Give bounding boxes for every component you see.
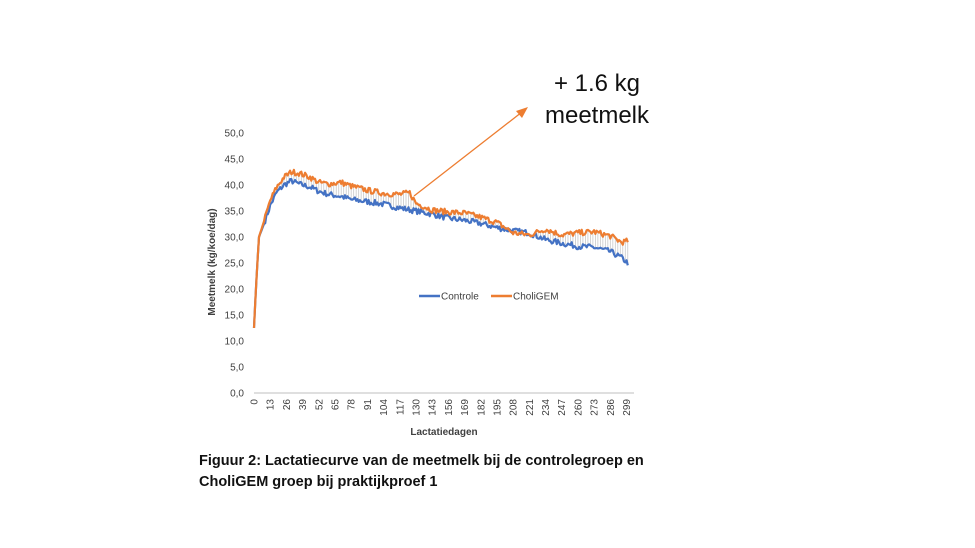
y-tick-label: 40,0 [225, 181, 245, 192]
x-tick-label: 221 [525, 399, 536, 416]
x-tick-label: 260 [573, 399, 584, 416]
x-tick-label: 286 [606, 399, 617, 416]
x-tick-label: 234 [541, 399, 552, 416]
y-tick-label: 5,0 [230, 363, 244, 374]
annotation-text: + 1.6 kg meetmelk [512, 68, 682, 133]
legend-label: Controle [441, 292, 479, 303]
x-tick-label: 195 [492, 399, 503, 416]
y-tick-label: 15,0 [225, 311, 245, 322]
x-tick-label: 299 [622, 399, 633, 416]
series-line-controle [252, 178, 629, 329]
y-tick-label: 10,0 [225, 337, 245, 348]
difference-band [266, 169, 629, 266]
y-tick-label: 20,0 [225, 285, 245, 296]
x-axis-title: Lactatiedagen [410, 427, 477, 438]
y-tick-label: 0,0 [230, 389, 244, 400]
x-tick-label: 208 [509, 399, 520, 416]
y-tick-label: 25,0 [225, 259, 245, 270]
x-tick-label: 130 [411, 399, 422, 416]
series-lines [252, 168, 629, 329]
x-tick-label: 91 [363, 399, 374, 411]
x-axis-ticks: 0 13 26 39 52 65 78 91 104 117 130 143 156 169 182 195 2… [250, 399, 634, 416]
x-tick-label: 0 [250, 399, 261, 405]
annotation-line-1: + 1.6 kg [553, 70, 641, 97]
x-tick-label: 273 [590, 399, 601, 416]
x-tick-label: 52 [314, 399, 325, 411]
x-tick-label: 39 [298, 399, 309, 411]
y-axis-ticks: 0,0 5,0 10,0 15,0 20,0 25,0 30,0 35,0 40,0 45,0 50… [225, 129, 245, 400]
x-tick-label: 26 [282, 399, 293, 411]
x-tick-label: 156 [444, 399, 455, 416]
caption-line-1: Figuur 2: Lactatiecurve van de meetmelk … [199, 453, 644, 469]
x-tick-label: 13 [266, 399, 277, 411]
x-tick-label: 78 [347, 399, 358, 411]
figure-caption: Figuur 2: Lactatiecurve van de meetmelk … [199, 451, 759, 493]
y-tick-label: 45,0 [225, 155, 245, 166]
x-tick-label: 247 [557, 399, 568, 416]
x-tick-label: 104 [379, 399, 390, 416]
series-line-choligem [252, 168, 629, 329]
legend: Controle CholiGEM [419, 292, 559, 303]
x-tick-label: 65 [330, 399, 341, 411]
caption-line-2: CholiGEM groep bij praktijkproef 1 [199, 474, 438, 491]
x-tick-label: 117 [395, 399, 406, 415]
x-tick-label: 182 [476, 399, 487, 416]
annotation-line-2: meetmelk [544, 102, 650, 130]
y-axis-title: Meetmelk (kg/koe/dag) [207, 208, 218, 315]
legend-label: CholiGEM [513, 292, 559, 303]
y-tick-label: 50,0 [225, 129, 245, 140]
x-tick-label: 143 [428, 399, 439, 416]
x-tick-label: 169 [460, 399, 471, 416]
y-tick-label: 30,0 [225, 233, 245, 244]
y-tick-label: 35,0 [225, 207, 245, 218]
annotation-arrow [413, 107, 528, 197]
